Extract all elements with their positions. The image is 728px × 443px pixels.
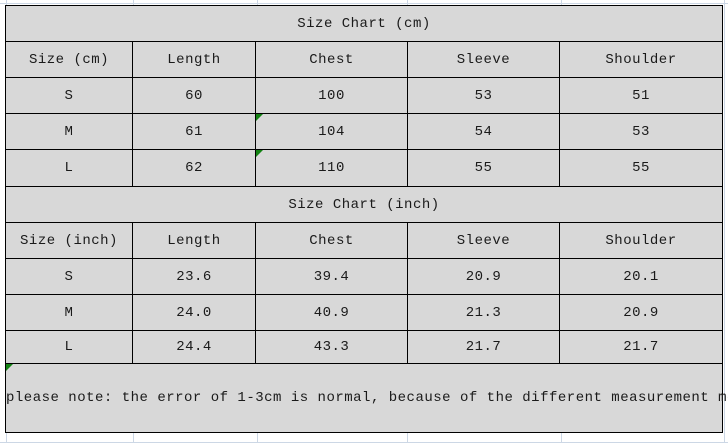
table-cell: 39.4 xyxy=(255,258,408,295)
inch-row-s: S 23.6 39.4 20.9 20.1 xyxy=(5,258,723,295)
table-cell: 100 xyxy=(255,77,408,114)
table-cell: 60 xyxy=(132,77,256,114)
spreadsheet-gridline xyxy=(724,0,725,443)
table-cell: 20.1 xyxy=(559,258,723,295)
cm-row-m: M 61 104 54 53 xyxy=(5,113,723,150)
inch-row-m: M 24.0 40.9 21.3 20.9 xyxy=(5,294,723,331)
table-cell: 55 xyxy=(559,149,723,187)
inch-header-row: Size (inch) Length Chest Sleeve Shoulder xyxy=(5,222,723,259)
column-header-size-inch: Size (inch) xyxy=(5,222,133,259)
cm-table-title: Size Chart (cm) xyxy=(5,5,723,42)
comment-marker-icon xyxy=(6,364,13,371)
column-header-sleeve: Sleeve xyxy=(407,222,560,259)
table-cell: 62 xyxy=(132,149,256,187)
table-cell: S xyxy=(5,77,133,114)
column-header-size-cm: Size (cm) xyxy=(5,41,133,78)
table-cell: 43.3 xyxy=(255,330,408,364)
cell-value: 110 xyxy=(318,160,345,176)
table-cell: 53 xyxy=(559,113,723,150)
column-header-chest: Chest xyxy=(255,41,408,78)
column-header-length: Length xyxy=(132,41,256,78)
table-cell: 24.0 xyxy=(132,294,256,331)
note-text: please note: the error of 1-3cm is norma… xyxy=(6,390,728,406)
table-cell: 61 xyxy=(132,113,256,150)
cm-header-row: Size (cm) Length Chest Sleeve Shoulder xyxy=(5,41,723,78)
table-cell: 21.7 xyxy=(559,330,723,364)
table-cell: 21.3 xyxy=(407,294,560,331)
table-cell: L xyxy=(5,149,133,187)
table-cell: 20.9 xyxy=(559,294,723,331)
column-header-sleeve: Sleeve xyxy=(407,41,560,78)
table-cell: 54 xyxy=(407,113,560,150)
table-cell: 24.4 xyxy=(132,330,256,364)
table-cell: S xyxy=(5,258,133,295)
table-cell: L xyxy=(5,330,133,364)
note-row: please note: the error of 1-3cm is norma… xyxy=(5,363,728,433)
table-cell: M xyxy=(5,113,133,150)
table-cell: 104 xyxy=(255,113,408,150)
comment-marker-icon xyxy=(256,150,263,157)
inch-table-title: Size Chart (inch) xyxy=(5,186,723,223)
table-cell: 110 xyxy=(255,149,408,187)
table-cell: 53 xyxy=(407,77,560,114)
column-header-chest: Chest xyxy=(255,222,408,259)
table-cell: 51 xyxy=(559,77,723,114)
column-header-length: Length xyxy=(132,222,256,259)
table-cell: 23.6 xyxy=(132,258,256,295)
table-cell: 21.7 xyxy=(407,330,560,364)
cm-row-l: L 62 110 55 55 xyxy=(5,149,723,187)
note-cell: please note: the error of 1-3cm is norma… xyxy=(5,363,728,433)
table-cell: 55 xyxy=(407,149,560,187)
table-cell: M xyxy=(5,294,133,331)
cm-title-row: Size Chart (cm) xyxy=(5,5,723,42)
size-chart-table: Size Chart (cm) Size (cm) Length Chest S… xyxy=(5,5,728,433)
cell-value: 104 xyxy=(318,123,345,140)
inch-row-l: L 24.4 43.3 21.7 21.7 xyxy=(5,330,723,364)
column-header-shoulder: Shoulder xyxy=(559,41,723,78)
table-cell: 40.9 xyxy=(255,294,408,331)
comment-marker-icon xyxy=(256,114,263,121)
table-cell: 20.9 xyxy=(407,258,560,295)
column-header-shoulder: Shoulder xyxy=(559,222,723,259)
cm-row-s: S 60 100 53 51 xyxy=(5,77,723,114)
spreadsheet-gridline xyxy=(0,3,728,4)
inch-title-row: Size Chart (inch) xyxy=(5,186,723,223)
